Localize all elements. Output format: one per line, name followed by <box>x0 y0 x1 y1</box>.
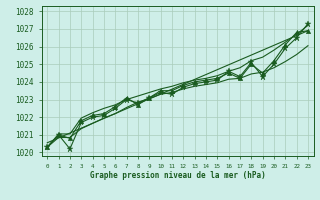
X-axis label: Graphe pression niveau de la mer (hPa): Graphe pression niveau de la mer (hPa) <box>90 171 266 180</box>
